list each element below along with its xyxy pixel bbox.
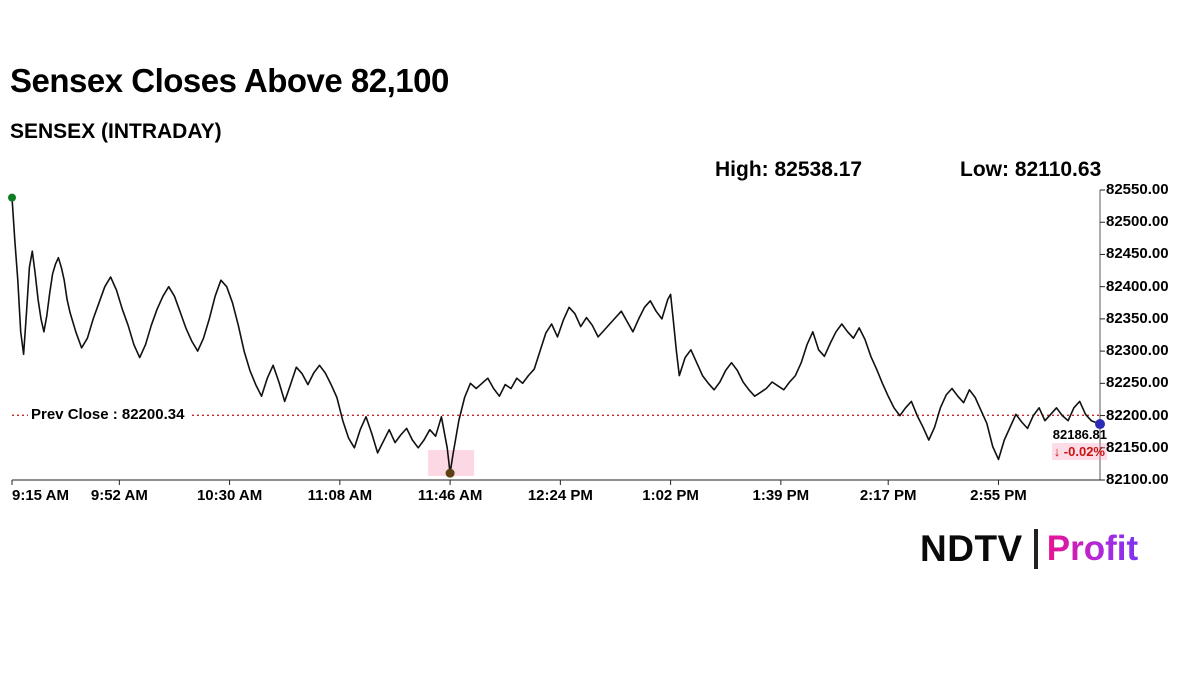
- y-axis-label: 82250.00: [1106, 374, 1169, 392]
- x-axis-label: 2:55 PM: [970, 487, 1027, 504]
- x-axis-label: 10:30 AM: [196, 487, 263, 504]
- y-axis-label: 82500.00: [1106, 213, 1169, 231]
- x-axis-label: 9:15 AM: [12, 487, 69, 504]
- price-line-plot: [8, 189, 1105, 485]
- change-percent: ↓ -0.02%: [1051, 443, 1107, 461]
- prev-close-label: Prev Close : 82200.34: [28, 406, 191, 424]
- last-price-marker: [1095, 419, 1105, 430]
- y-axis-label: 82550.00: [1106, 181, 1169, 198]
- x-axis-label: 12:24 PM: [527, 487, 593, 504]
- last-price-annotation: 82186.81 ↓ -0.02%: [1051, 426, 1107, 461]
- y-axis-label: 82200.00: [1106, 406, 1169, 424]
- y-axis: 82550.00 82500.00 82450.00 82400.00 82350.00…: [1106, 181, 1200, 488]
- y-axis-label: 82450.00: [1106, 245, 1169, 263]
- chart-title: SENSEX (INTRADAY): [10, 120, 222, 143]
- x-axis-label: 11:08 AM: [307, 487, 373, 504]
- ndtv-logo-text: NDTV: [920, 528, 1023, 569]
- y-axis-label: 82100.00: [1106, 471, 1169, 488]
- last-price: 82186.81: [1052, 427, 1107, 443]
- x-axis-label: 2:17 PM: [859, 487, 917, 504]
- logo-divider: [1033, 529, 1038, 569]
- headline: Sensex Closes Above 82,100: [10, 62, 449, 99]
- y-axis-label: 82350.00: [1106, 309, 1169, 327]
- x-axis: 9:15 AM 9:52 AM 10:30 AM 11:08 AM 11:46 AM 12…: [12, 487, 1100, 509]
- price-chart: Prev Close : 82200.34 82186.81 ↓ -0.02%: [8, 189, 1107, 485]
- x-axis-label: 9:52 AM: [90, 487, 148, 504]
- ndtv-profit-logo: NDTV Profit: [920, 528, 1138, 570]
- open-marker: [8, 193, 16, 202]
- y-axis-label: 82400.00: [1106, 277, 1169, 295]
- high-label: High: 82538.17: [715, 158, 863, 181]
- low-label: Low: 82110.63: [960, 158, 1102, 181]
- profit-logo-text: Profit: [1046, 529, 1139, 568]
- price-line: [11, 196, 1101, 474]
- y-axis-label: 82150.00: [1106, 438, 1169, 456]
- x-axis-label: 1:02 PM: [642, 487, 699, 504]
- y-axis-label: 82300.00: [1106, 342, 1169, 360]
- x-axis-label: 11:46 AM: [417, 487, 483, 504]
- x-axis-label: 1:39 PM: [752, 487, 810, 504]
- low-marker: [445, 468, 455, 478]
